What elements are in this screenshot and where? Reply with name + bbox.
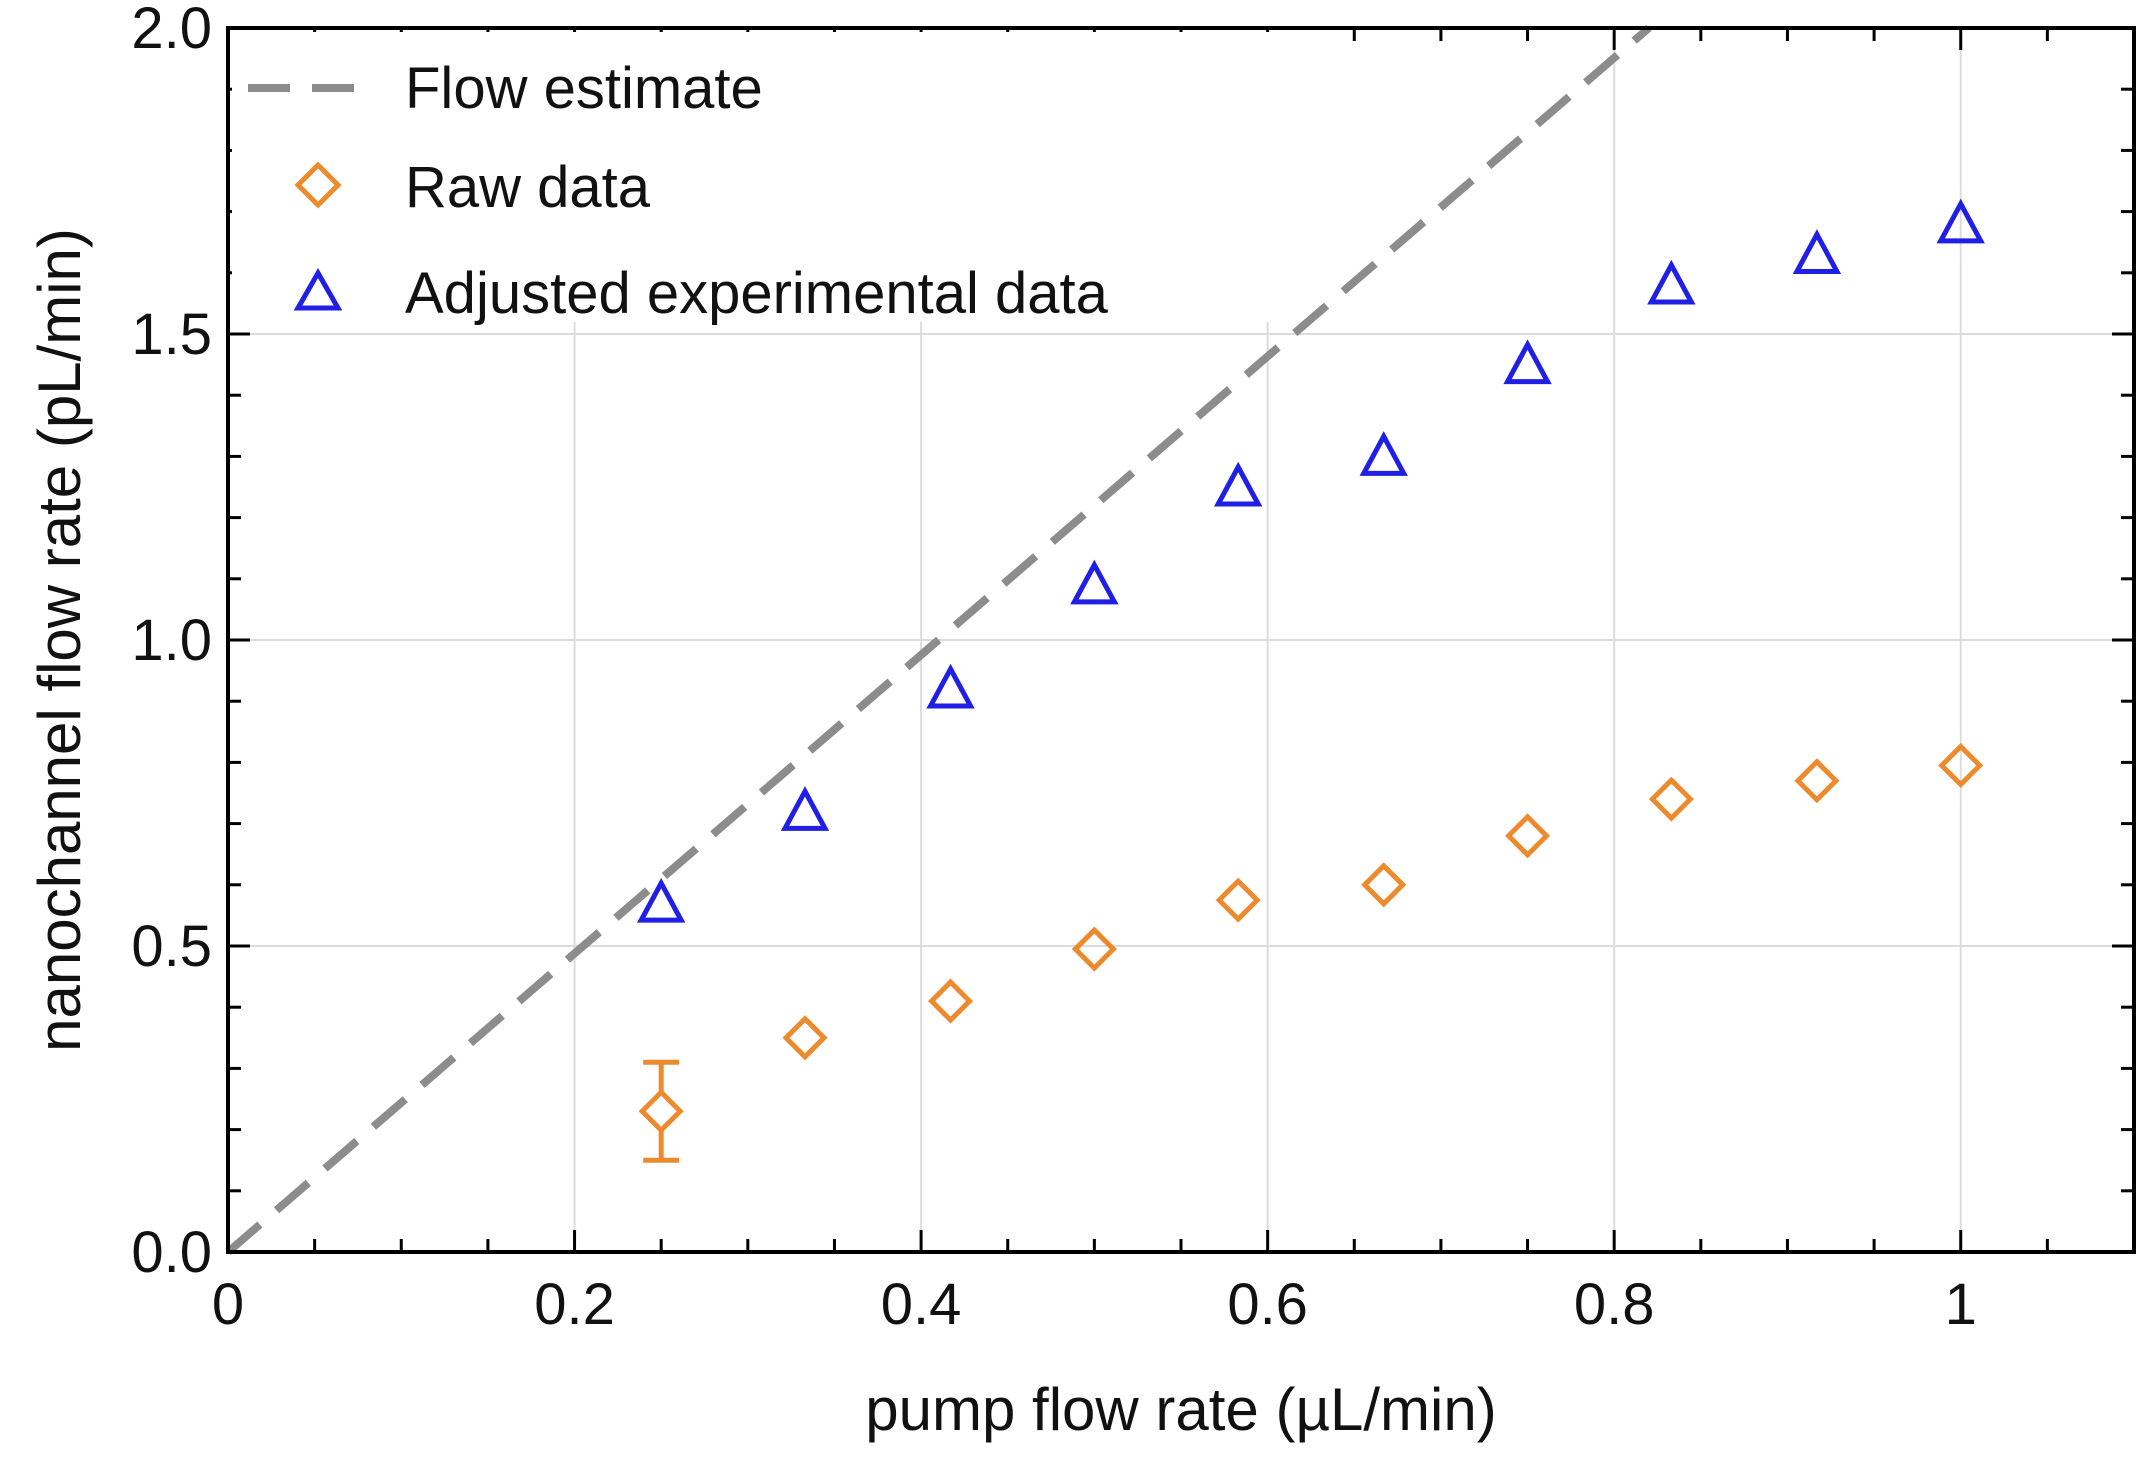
legend-swatch-raw-data	[294, 161, 342, 209]
adjusted-data-point	[1792, 229, 1842, 274]
x-tick-label: 0.8	[1574, 1272, 1655, 1337]
data-series	[225, 24, 1985, 1256]
x-axis-title: pump flow rate (µL/min)	[865, 1376, 1496, 1443]
flow-estimate-line	[225, 24, 1652, 1256]
raw-data-point	[1794, 758, 1840, 804]
y-tick-label: 1.5	[131, 302, 212, 367]
adjusted-data-point	[1503, 339, 1552, 385]
adjusted-data-point	[926, 663, 975, 709]
x-tick-label: 0.4	[881, 1272, 962, 1337]
y-tick-label: 0.5	[131, 914, 212, 979]
adjusted-data-point	[636, 877, 686, 923]
legend-background	[232, 32, 1297, 322]
y-axis-title: nanochannel flow rate (pL/min)	[26, 228, 93, 1052]
legend-label-raw-data: Raw data	[405, 155, 651, 220]
x-tick-label: 0.2	[534, 1272, 615, 1337]
adjusted-data-point	[1647, 259, 1696, 305]
y-tick-label: 1.0	[131, 608, 212, 673]
adjusted-data-point	[1213, 461, 1263, 507]
legend-label-flow-estimate: Flow estimate	[405, 56, 763, 121]
adjusted-data-point	[1359, 431, 1408, 476]
legend: Flow estimate Raw data Adjusted experime…	[232, 32, 1297, 326]
adjusted-data-point	[1070, 559, 1119, 605]
raw-data-point	[1071, 926, 1117, 972]
legend-label-adjusted-data: Adjusted experimental data	[405, 261, 1109, 326]
adjusted-data-point	[780, 786, 830, 831]
raw-data-point	[928, 978, 974, 1024]
raw-data-point	[1648, 776, 1694, 822]
plot-frame	[226, 26, 2136, 1254]
x-tick-label: 0	[212, 1272, 244, 1337]
adjusted-data-point	[1936, 198, 1985, 244]
tick-labels: 0 0.2 0.4 0.6 0.8 1 0.0 0.5 1.0 1.5 2.0	[131, 0, 1977, 1337]
y-tick-label: 0.0	[131, 1220, 212, 1285]
raw-data-point	[782, 1015, 828, 1061]
y-tick-label: 2.0	[131, 0, 212, 61]
x-tick-label: 1	[1945, 1272, 1977, 1337]
x-tick-label: 0.6	[1227, 1272, 1308, 1337]
legend-swatch-adjusted-data	[293, 267, 343, 311]
raw-data-point	[1361, 862, 1407, 908]
raw-data-point	[1215, 877, 1261, 923]
raw-data-point	[1938, 742, 1984, 788]
raw-data-point	[1505, 813, 1551, 859]
raw-data-point	[638, 1088, 684, 1134]
